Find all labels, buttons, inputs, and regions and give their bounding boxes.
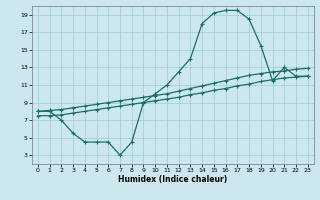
X-axis label: Humidex (Indice chaleur): Humidex (Indice chaleur) <box>118 175 228 184</box>
